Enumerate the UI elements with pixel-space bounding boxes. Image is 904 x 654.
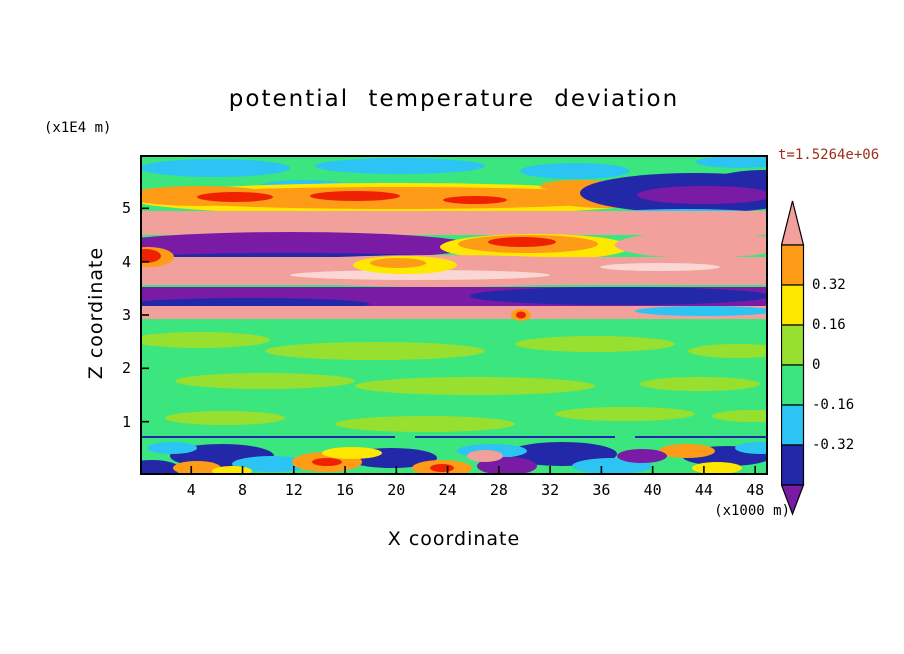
y-tick-label: 5 — [121, 199, 131, 218]
y-axis-unit-label: (x1E4 m) — [44, 120, 112, 136]
x-axis-title: X coordinate — [387, 528, 521, 550]
y-tick-label: 3 — [121, 306, 131, 324]
x-tick-label: 44 — [694, 481, 713, 499]
x-tick-label: 20 — [387, 481, 406, 499]
colorbar-tick-label: 0.32 — [812, 277, 846, 293]
y-tick-label: 1 — [121, 412, 131, 431]
x-tick-label: 4 — [186, 481, 196, 499]
colorbar-tick-label: -0.32 — [812, 437, 855, 453]
colorbar-tick-label: 0 — [812, 357, 821, 373]
y-tick-label: 4 — [121, 252, 131, 271]
x-tick-label: 24 — [438, 481, 457, 499]
x-tick-label: 12 — [284, 481, 303, 499]
x-tick-label: 32 — [541, 481, 560, 499]
colorbar — [780, 200, 805, 516]
y-tick-label: 2 — [121, 359, 131, 378]
x-tick-label: 40 — [643, 481, 662, 499]
chart-title: potential temperature deviation — [228, 86, 680, 112]
x-tick-label: 8 — [238, 481, 248, 499]
x-axis-unit-label: (x1000 m) — [714, 503, 790, 519]
x-tick-label: 48 — [746, 481, 765, 499]
time-annotation: t=1.5264e+06 — [778, 147, 880, 163]
contour-plot — [140, 155, 768, 475]
colorbar-tick-label: -0.16 — [812, 397, 855, 413]
x-tick-label: 16 — [336, 481, 355, 499]
x-tick-label: 28 — [489, 481, 508, 499]
x-tick-label: 36 — [592, 481, 611, 499]
colorbar-tick-label: 0.16 — [812, 317, 846, 333]
